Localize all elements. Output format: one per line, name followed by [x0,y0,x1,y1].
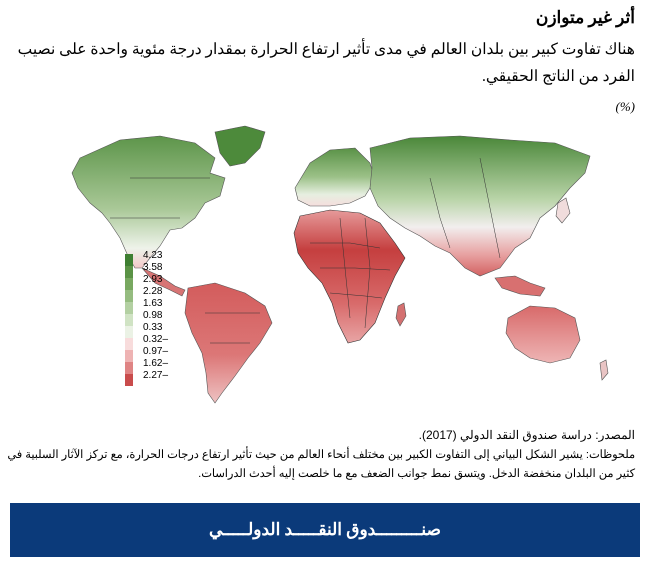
legend-swatch [125,266,133,278]
imf-footer-banner: صنـــــــــدوق النقـــــد الدولـــــي [10,503,640,557]
central-america-region [141,267,186,297]
legend-label: 2.28 [143,286,163,297]
legend-swatch [125,278,133,290]
madagascar-region [395,302,407,327]
color-legend: 4.23 3.58 2.93 2.28 1.63 0.98 0.33 0.32– 0.97– 1.… [125,250,185,390]
legend-label: 1.62– [143,358,169,369]
country-borders [110,157,501,344]
legend-swatch [125,350,133,362]
legend-swatch [125,290,133,302]
legend-swatch [125,338,133,350]
legend-label: 2.27– [143,370,169,381]
legend-swatch [125,254,133,266]
legend-label: 3.58 [143,262,163,273]
legend-swatch [125,362,133,374]
legend-label: 0.33 [143,322,163,333]
world-map [10,118,640,418]
north-america-region [71,135,226,269]
legend-label: 0.98 [143,310,163,321]
southeast-asia-islands-region [494,275,546,297]
legend-swatch [125,302,133,314]
figure-title: أثر غير متوازن [535,8,635,27]
legend-swatch [125,314,133,326]
legend-label: 0.32– [143,334,169,345]
legend-swatch [125,374,133,386]
europe-region [294,147,376,207]
source-note: المصدر: دراسة صندوق النقد الدولي (2017). [418,428,635,442]
legend-label: 4.23 [143,250,163,261]
footer-label: صنـــــــــدوق النقـــــد الدولـــــي [209,520,441,539]
new-zealand-region [599,359,609,381]
legend-label: 1.63 [143,298,163,309]
japan-region [555,197,571,224]
legend-color-bar [125,254,133,386]
unit-label: (%) [615,99,636,114]
figure-subtitle: هناك تفاوت كبير بين بلدان العالم في مدى … [17,41,635,85]
australia-region [505,305,581,364]
greenland-region [214,125,266,167]
legend-label: 2.93 [143,274,163,285]
legend-swatch [125,326,133,338]
asia-region [369,135,591,277]
africa-region [293,209,406,344]
legend-label: 0.97– [143,346,169,357]
notes-text: ملحوظات: يشير الشكل البياني إلى التفاوت … [7,449,635,480]
